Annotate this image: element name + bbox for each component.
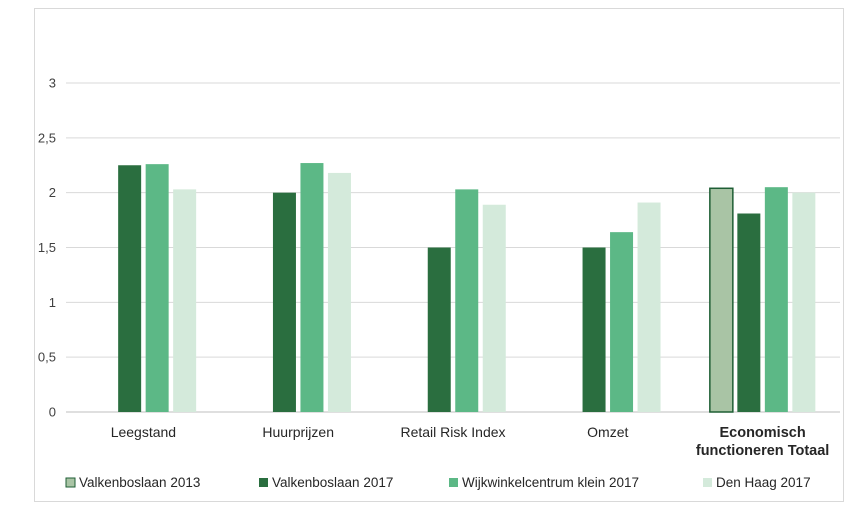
bar-3-2 [482, 204, 506, 412]
y-tick-label: 0,5 [38, 350, 56, 365]
legend-label: Valkenboslaan 2017 [272, 475, 393, 490]
x-category-label: Huurprijzen [262, 424, 334, 440]
bar-2-1 [300, 163, 324, 412]
y-tick-label: 1 [49, 295, 56, 310]
bar-3-0 [173, 189, 197, 412]
bar-2-3 [610, 232, 634, 412]
bar-3-4 [792, 192, 816, 412]
bar-1-3 [582, 247, 606, 412]
x-category-label: Omzet [587, 424, 628, 440]
bar-1-1 [272, 192, 296, 412]
x-category-label: Economisch [719, 425, 805, 441]
bar-1-2 [427, 247, 451, 412]
legend-swatch [65, 477, 76, 488]
bar-3-1 [327, 172, 351, 412]
x-category-label: Leegstand [111, 424, 176, 440]
bar-0-4 [709, 187, 734, 413]
legend-swatch [703, 478, 712, 487]
bar-1-0 [118, 165, 142, 412]
legend-swatch [449, 478, 458, 487]
x-category-label: Retail Risk Index [400, 424, 505, 440]
bar-1-4 [737, 213, 761, 412]
legend-label: Den Haag 2017 [716, 475, 811, 490]
bar-2-4 [764, 187, 788, 412]
legend-swatch [259, 478, 268, 487]
legend-label: Wijkwinkelcentrum klein 2017 [462, 475, 639, 490]
y-tick-label: 0 [49, 405, 56, 420]
legend-label: Valkenboslaan 2013 [79, 475, 200, 490]
bar-2-2 [455, 189, 479, 412]
y-tick-label: 2,5 [38, 130, 56, 145]
bar-2-0 [145, 164, 169, 412]
y-tick-label: 3 [49, 76, 56, 91]
bar-3-3 [637, 202, 661, 412]
chart-frame [34, 8, 844, 502]
y-tick-label: 2 [49, 185, 56, 200]
y-tick-label: 1,5 [38, 240, 56, 255]
x-category-label: functioneren Totaal [696, 443, 829, 459]
